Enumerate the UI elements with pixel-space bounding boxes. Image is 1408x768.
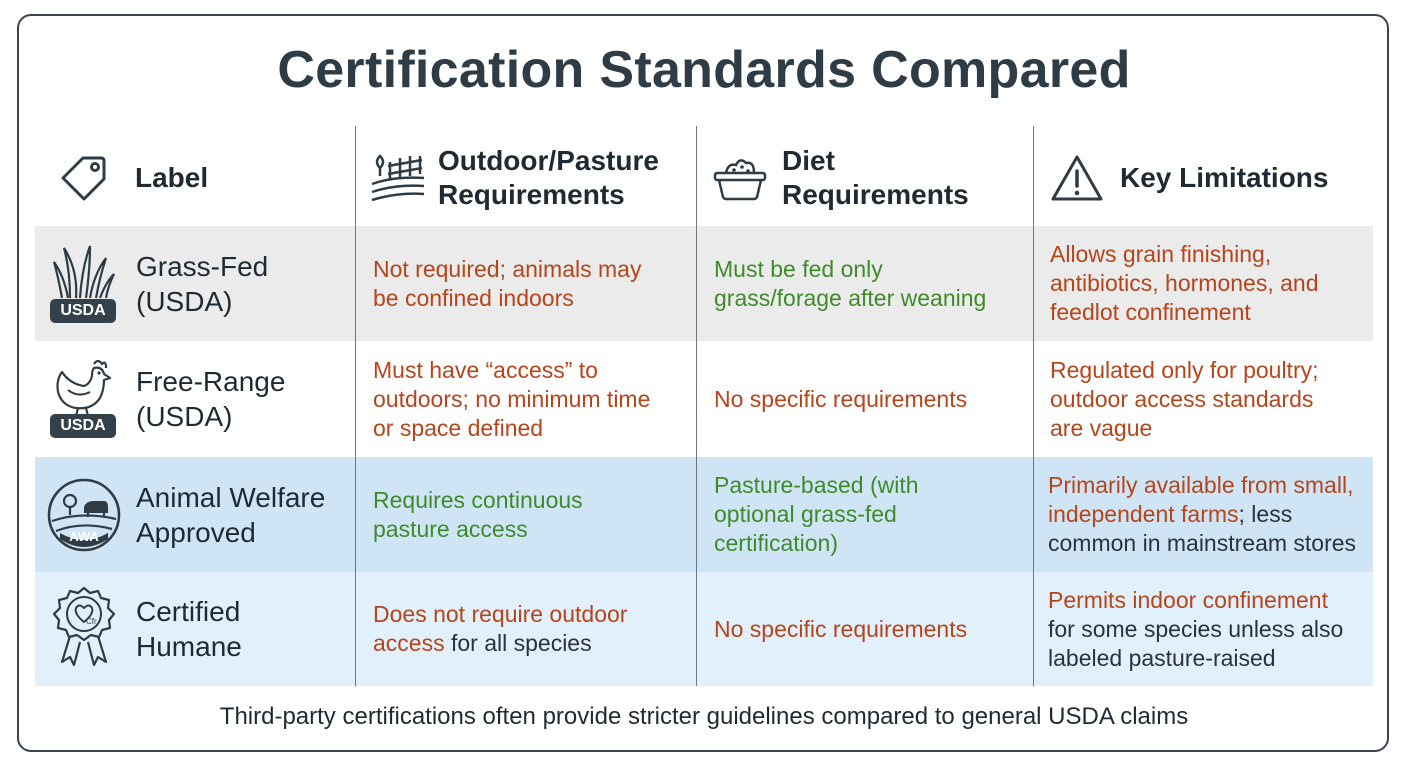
cell-line: certification): [714, 530, 838, 556]
cell-outdoor: Does not require outdoor access for all …: [373, 572, 627, 686]
row-grass-fed: [35, 226, 1373, 341]
label-line2: (USDA): [136, 285, 233, 317]
cell-span: ; less: [1238, 501, 1293, 527]
cell-diet: Pasture-based (with optional grass-fed c…: [714, 457, 919, 572]
header-limits-text: Key Limitations: [1120, 162, 1329, 193]
warning-icon: [1051, 155, 1103, 201]
column-divider: [355, 126, 356, 686]
chicken-icon: [50, 356, 116, 421]
cell-line: Regulated only for poultry;: [1050, 356, 1319, 383]
label-line2: Humane: [136, 631, 242, 662]
label-line2: (USDA): [136, 401, 233, 432]
cell-line: outdoor access standards: [1050, 385, 1314, 412]
label-grass-fed: Grass-Fed (USDA): [136, 226, 268, 341]
humane-ribbon-icon: Cfr: [52, 586, 116, 677]
column-divider: [1033, 126, 1034, 686]
cell-limits: Regulated only for poultry; outdoor acce…: [1050, 341, 1319, 457]
cell-diet: Must be fed only grass/forage after wean…: [714, 226, 986, 341]
cell-span: access: [373, 630, 445, 656]
cell-limits: Primarily available from small, independ…: [1048, 457, 1356, 572]
footer-note: Third-party certifications often provide…: [219, 703, 1189, 730]
cell-line: grass/forage after weaning: [714, 284, 987, 311]
cell-span: for all species: [444, 630, 592, 656]
header-diet-line1: Diet: [782, 145, 835, 176]
cell-outdoor: Requires continuous pasture access: [373, 457, 583, 572]
label-certified-humane: Certified Humane: [136, 572, 242, 686]
cell-line: No specific requirements: [714, 615, 968, 642]
cell-line: Must be fed only: [714, 255, 883, 282]
header-label: Label: [57, 150, 208, 206]
label-line1: Grass-Fed: [136, 250, 269, 282]
cell-line: independent farms; less: [1048, 500, 1356, 529]
cell-line: be confined indoors: [373, 284, 574, 311]
label-line1: Certified: [136, 596, 241, 627]
feed-bowl-icon: [713, 159, 767, 201]
grass-icon: [50, 240, 116, 305]
cell-line: Pasture-based (with: [714, 472, 919, 498]
cell-line: or space defined: [373, 414, 544, 441]
cell-line: No specific requirements: [714, 385, 968, 412]
cell-line: pasture access: [373, 515, 528, 542]
cell-line: access for all species: [373, 629, 627, 658]
cell-line: labeled pasture-raised: [1048, 644, 1276, 671]
label-animal-welfare: Animal Welfare Approved: [136, 457, 325, 572]
humane-seal-text: Cfr: [86, 617, 97, 626]
cell-line: are vague: [1050, 414, 1153, 441]
cell-line: Permits indoor confinement: [1048, 586, 1328, 613]
label-line1: Animal Welfare: [136, 481, 326, 513]
awa-seal-icon: AWA: [46, 477, 122, 558]
header-outdoor-line1: Outdoor/Pasture: [438, 145, 659, 176]
cell-line: outdoors; no minimum time: [373, 385, 651, 412]
cell-limits: Permits indoor confinement for some spec…: [1048, 572, 1343, 686]
cell-limits: Allows grain finishing, antibiotics, hor…: [1050, 226, 1319, 341]
label-line2: Approved: [136, 516, 256, 548]
cell-outdoor: Must have “access” to outdoors; no minim…: [373, 341, 650, 457]
label-line1: Free-Range: [136, 366, 286, 397]
row-certified-humane: [35, 572, 1373, 686]
page-title: Certification Standards Compared: [277, 41, 1131, 99]
cell-line: Allows grain finishing,: [1050, 241, 1272, 267]
cell-line: for some species unless also: [1048, 615, 1344, 642]
cell-line: optional grass-fed: [714, 501, 897, 527]
cell-line: common in mainstream stores: [1048, 530, 1357, 556]
cell-line: Must have “access” to: [373, 356, 598, 383]
column-divider: [696, 126, 697, 686]
cell-line: Does not require outdoor: [373, 601, 628, 627]
header-limits: Key Limitations: [1050, 150, 1328, 206]
pasture-fence-icon: [371, 154, 425, 202]
cell-outdoor: Not required; animals may be confined in…: [373, 226, 641, 341]
cell-diet: No specific requirements: [714, 341, 967, 457]
header-diet: Diet Requirements: [712, 142, 969, 214]
cell-line: Not required; animals may: [373, 255, 642, 282]
label-free-range: Free-Range (USDA): [136, 341, 285, 457]
cell-line: feedlot confinement: [1050, 299, 1251, 325]
cell-span: independent farms: [1048, 501, 1239, 527]
cell-line: antibiotics, hormones, and: [1050, 270, 1319, 296]
usda-badge: USDA: [50, 299, 116, 323]
cell-line: Requires continuous: [373, 486, 583, 513]
header-label-text: Label: [135, 162, 209, 193]
row-free-range: [35, 341, 1373, 457]
header-diet-line2: Requirements: [782, 179, 969, 210]
cell-diet: No specific requirements: [714, 572, 967, 686]
header-outdoor-line2: Requirements: [438, 179, 625, 210]
awa-seal-text: AWA: [69, 529, 99, 544]
row-animal-welfare: [35, 457, 1373, 572]
cell-line: Primarily available from small,: [1048, 472, 1354, 498]
header-outdoor: Outdoor/Pasture Requirements: [370, 142, 659, 214]
usda-badge: USDA: [50, 414, 116, 438]
tag-icon: [61, 156, 106, 201]
